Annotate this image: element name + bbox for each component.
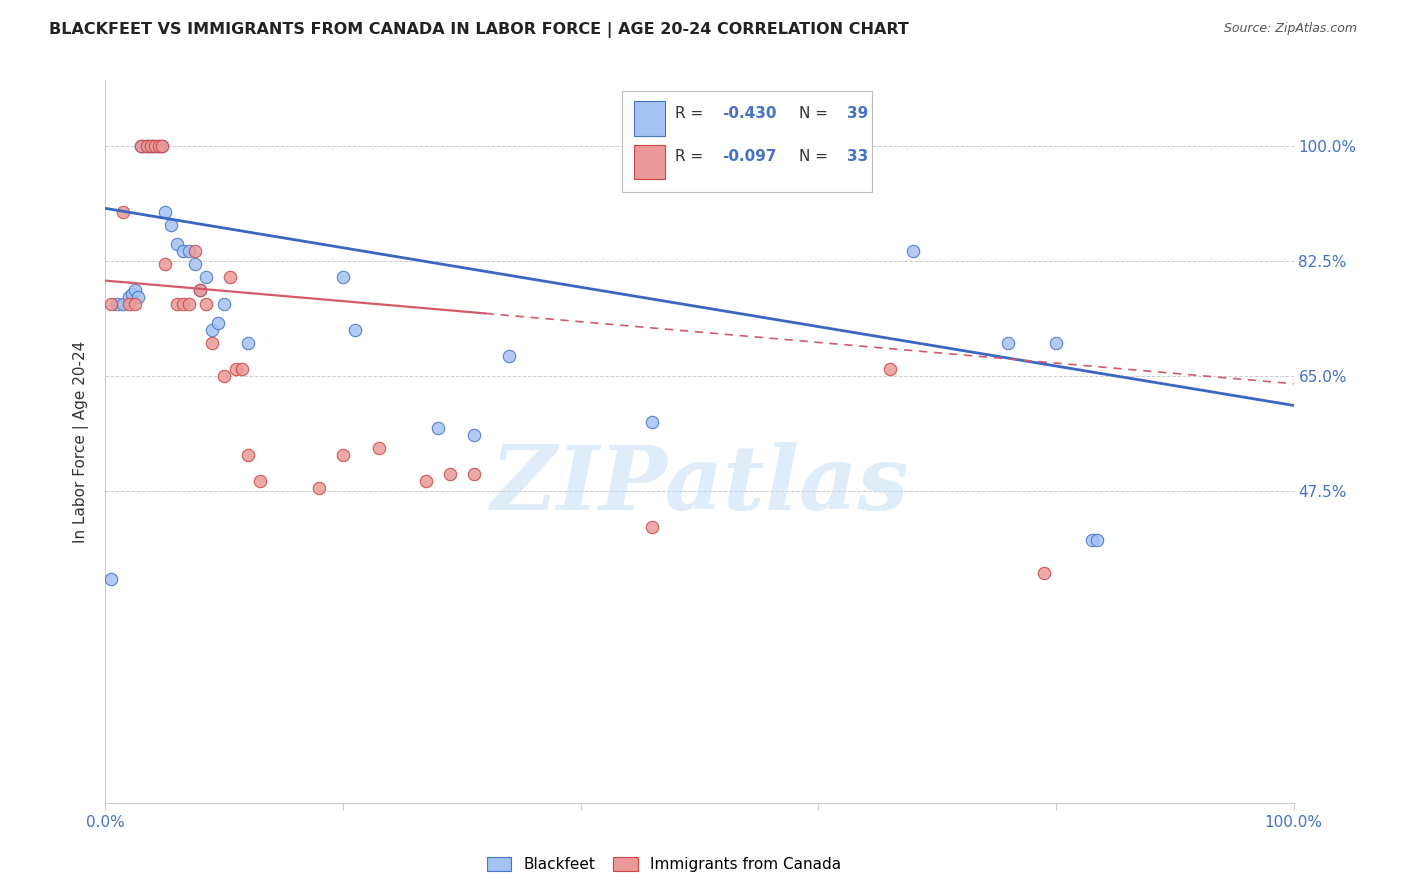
Point bbox=[195, 296, 218, 310]
Point bbox=[148, 139, 170, 153]
Point bbox=[183, 244, 205, 258]
Text: R =: R = bbox=[675, 105, 707, 120]
Point bbox=[903, 244, 925, 258]
Point bbox=[214, 296, 236, 310]
Text: N =: N = bbox=[799, 105, 834, 120]
Point bbox=[498, 349, 520, 363]
Point bbox=[159, 218, 181, 232]
Point bbox=[124, 296, 146, 310]
Point bbox=[153, 204, 176, 219]
Point bbox=[177, 244, 200, 258]
FancyBboxPatch shape bbox=[634, 145, 665, 179]
Point bbox=[249, 474, 271, 488]
Point bbox=[1045, 336, 1067, 351]
Point bbox=[415, 474, 437, 488]
Point bbox=[118, 296, 141, 310]
Point bbox=[138, 139, 160, 153]
Text: Source: ZipAtlas.com: Source: ZipAtlas.com bbox=[1223, 22, 1357, 36]
Point bbox=[100, 296, 122, 310]
Point bbox=[195, 270, 218, 285]
Text: ZIPatlas: ZIPatlas bbox=[491, 442, 908, 528]
Point bbox=[143, 139, 166, 153]
Point bbox=[997, 336, 1019, 351]
Point bbox=[136, 139, 159, 153]
Point bbox=[129, 139, 152, 153]
Point bbox=[112, 204, 135, 219]
Point bbox=[142, 139, 165, 153]
Point bbox=[219, 270, 242, 285]
Point bbox=[145, 139, 167, 153]
Point bbox=[641, 415, 664, 429]
Point bbox=[201, 336, 224, 351]
Point bbox=[183, 257, 205, 271]
Point bbox=[172, 244, 194, 258]
Text: R =: R = bbox=[675, 149, 707, 164]
Point bbox=[124, 284, 146, 298]
Point bbox=[214, 368, 236, 383]
Text: 39: 39 bbox=[846, 105, 868, 120]
Point bbox=[332, 448, 354, 462]
Point bbox=[879, 362, 901, 376]
Legend: Blackfeet, Immigrants from Canada: Blackfeet, Immigrants from Canada bbox=[481, 851, 848, 879]
Point bbox=[152, 139, 174, 153]
Point bbox=[136, 139, 159, 153]
Point bbox=[100, 573, 122, 587]
Point bbox=[231, 362, 253, 376]
Point bbox=[225, 362, 247, 376]
Point bbox=[177, 296, 200, 310]
Point bbox=[129, 139, 152, 153]
Point bbox=[148, 139, 170, 153]
Point bbox=[190, 284, 212, 298]
Point bbox=[132, 139, 155, 153]
Point bbox=[236, 336, 259, 351]
Point bbox=[142, 139, 165, 153]
Point bbox=[118, 290, 141, 304]
Point bbox=[201, 323, 224, 337]
Point bbox=[367, 441, 389, 455]
Point bbox=[207, 316, 229, 330]
Point bbox=[153, 257, 176, 271]
Point bbox=[236, 448, 259, 462]
Point bbox=[427, 421, 450, 435]
Point bbox=[1033, 566, 1056, 580]
Point bbox=[105, 296, 128, 310]
Text: N =: N = bbox=[799, 149, 834, 164]
Point bbox=[172, 296, 194, 310]
Text: 33: 33 bbox=[846, 149, 868, 164]
Point bbox=[463, 428, 485, 442]
Text: BLACKFEET VS IMMIGRANTS FROM CANADA IN LABOR FORCE | AGE 20-24 CORRELATION CHART: BLACKFEET VS IMMIGRANTS FROM CANADA IN L… bbox=[49, 22, 910, 38]
Point bbox=[332, 270, 354, 285]
Point bbox=[166, 237, 188, 252]
Point bbox=[463, 467, 485, 482]
Point bbox=[308, 481, 330, 495]
Point bbox=[127, 290, 149, 304]
Point bbox=[152, 139, 174, 153]
Point bbox=[439, 467, 461, 482]
Y-axis label: In Labor Force | Age 20-24: In Labor Force | Age 20-24 bbox=[73, 341, 90, 542]
Point bbox=[112, 296, 135, 310]
Text: -0.097: -0.097 bbox=[723, 149, 776, 164]
FancyBboxPatch shape bbox=[623, 91, 872, 193]
FancyBboxPatch shape bbox=[634, 101, 665, 136]
Point bbox=[1080, 533, 1102, 547]
Point bbox=[1087, 533, 1109, 547]
Point bbox=[139, 139, 162, 153]
Point bbox=[343, 323, 366, 337]
Text: -0.430: -0.430 bbox=[723, 105, 776, 120]
Point bbox=[641, 520, 664, 534]
Point bbox=[166, 296, 188, 310]
Point bbox=[121, 286, 143, 301]
Point bbox=[190, 284, 212, 298]
